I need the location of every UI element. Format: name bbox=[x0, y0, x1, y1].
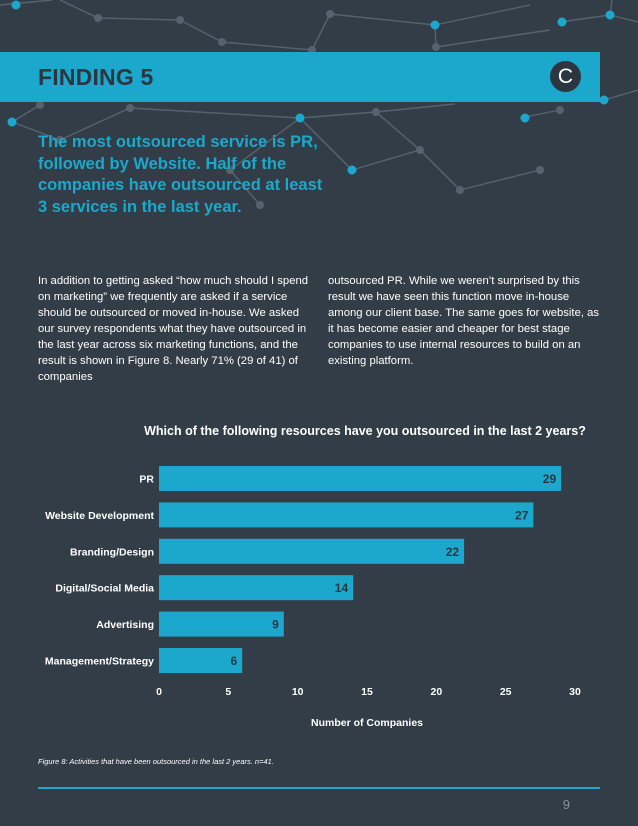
category-label: Management/Strategy bbox=[45, 656, 154, 668]
x-axis: 0 5 10 15 20 25 30 bbox=[156, 686, 581, 698]
page-number: 9 bbox=[562, 797, 570, 812]
logo-icon: C bbox=[550, 61, 581, 92]
bar-advertising bbox=[159, 611, 284, 637]
data-label: 22 bbox=[446, 545, 460, 559]
bar-management-strategy bbox=[159, 648, 243, 673]
data-label: 27 bbox=[515, 508, 529, 522]
x-tick-label: 30 bbox=[569, 686, 581, 698]
footer-rule bbox=[38, 787, 600, 789]
finding-banner: FINDING 5 C bbox=[0, 52, 600, 102]
bar-website-development bbox=[159, 502, 534, 528]
x-axis-label: Number of Companies bbox=[311, 717, 423, 729]
x-tick-label: 0 bbox=[156, 686, 162, 698]
bar-digital-social-media bbox=[159, 575, 354, 601]
network-decoration bbox=[0, 0, 638, 209]
x-tick-label: 15 bbox=[361, 686, 373, 698]
data-label: 14 bbox=[335, 581, 349, 595]
category-label: Website Development bbox=[45, 510, 154, 522]
body-text-left: In addition to getting asked “how much s… bbox=[38, 275, 309, 383]
bar-pr bbox=[159, 466, 562, 491]
data-label: 29 bbox=[543, 472, 557, 486]
category-label: PR bbox=[139, 474, 154, 486]
body-text-right: outsourced PR. While we weren’t surprise… bbox=[328, 275, 600, 367]
category-label: Branding/Design bbox=[70, 546, 154, 558]
x-tick-label: 20 bbox=[430, 686, 442, 698]
finding-subtitle: The most outsourced service is PR, follo… bbox=[38, 133, 323, 216]
chart-title: Which of the following resources have yo… bbox=[144, 424, 586, 438]
category-label: Digital/Social Media bbox=[55, 583, 154, 595]
data-label: 6 bbox=[231, 654, 238, 668]
data-label: 9 bbox=[272, 618, 279, 632]
x-tick-label: 10 bbox=[292, 686, 304, 698]
bars-group: PR 29 Website Development 27 Branding/Design… bbox=[45, 466, 562, 673]
category-label: Advertising bbox=[96, 619, 154, 631]
bar-branding-design bbox=[159, 538, 465, 564]
figure-caption: Figure 8: Activities that have been outs… bbox=[38, 757, 274, 766]
finding-title: FINDING 5 bbox=[38, 64, 154, 90]
x-tick-label: 5 bbox=[225, 686, 231, 698]
outsourced-resources-chart: Which of the following resources have yo… bbox=[45, 424, 586, 729]
x-tick-label: 25 bbox=[500, 686, 512, 698]
